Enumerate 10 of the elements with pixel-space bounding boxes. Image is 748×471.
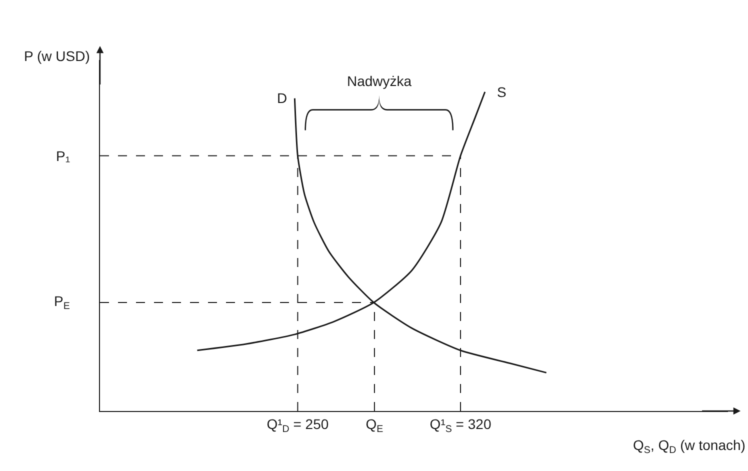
text: Nadwyżka <box>347 73 412 89</box>
y-axis-title: P (w USD) <box>24 48 90 64</box>
ref-line-label: P$_{E}$ <box>54 293 70 312</box>
x-tick-label: Q$_{E}$ <box>366 416 384 435</box>
series-label: D <box>277 90 288 106</box>
x-axis-title: Q$_{S}$, Q$_{D}$ (w tonach) <box>633 437 746 456</box>
x-tick-label: Q¹$_{S}$ = 320 <box>430 416 492 435</box>
ref-line-label: P₁ <box>56 148 70 164</box>
x-tick-label: Q¹$_{D}$ = 250 <box>266 416 329 435</box>
series-label: S <box>497 84 506 100</box>
